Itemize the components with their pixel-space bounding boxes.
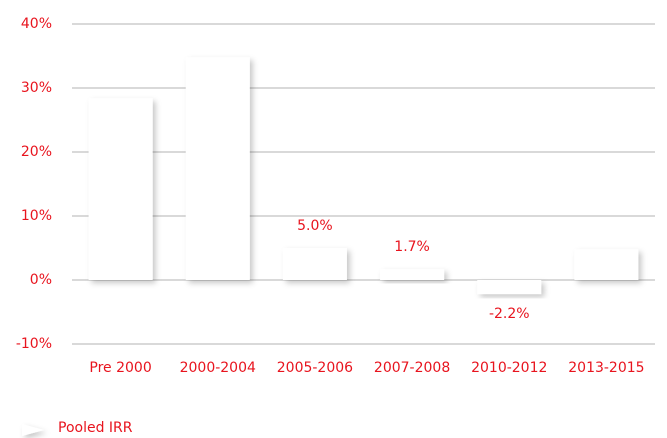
- x-tick-label: 2010-2012: [471, 360, 547, 376]
- bar: [380, 269, 445, 280]
- bar: [574, 249, 639, 280]
- legend-label: Pooled IRR: [58, 420, 133, 436]
- bar: [477, 280, 542, 295]
- y-tick-label: 40%: [21, 16, 52, 32]
- bar: [88, 98, 153, 281]
- x-tick-label: 2007-2008: [374, 360, 450, 376]
- value-label: 5.0%: [297, 218, 333, 234]
- bar: [282, 248, 347, 280]
- x-tick-label: 2000-2004: [180, 360, 256, 376]
- y-tick-label: 0%: [30, 272, 52, 288]
- bar: [185, 57, 250, 280]
- y-tick-label: 20%: [21, 144, 52, 160]
- y-tick-label: -10%: [16, 336, 52, 352]
- value-label: -2.2%: [489, 306, 530, 322]
- x-tick-label: Pre 2000: [89, 360, 151, 376]
- y-tick-label: 30%: [21, 80, 52, 96]
- grid: [72, 23, 655, 345]
- labels: -10% 0% 10% 20% 30% 40% Pre 2000 2000-2004 2005-…: [16, 16, 645, 436]
- bars: [22, 57, 639, 436]
- value-label: 1.7%: [394, 239, 430, 255]
- legend-marker: [22, 424, 44, 436]
- x-tick-label: 2013-2015: [568, 360, 644, 376]
- y-tick-label: 10%: [21, 208, 52, 224]
- x-tick-label: 2005-2006: [277, 360, 353, 376]
